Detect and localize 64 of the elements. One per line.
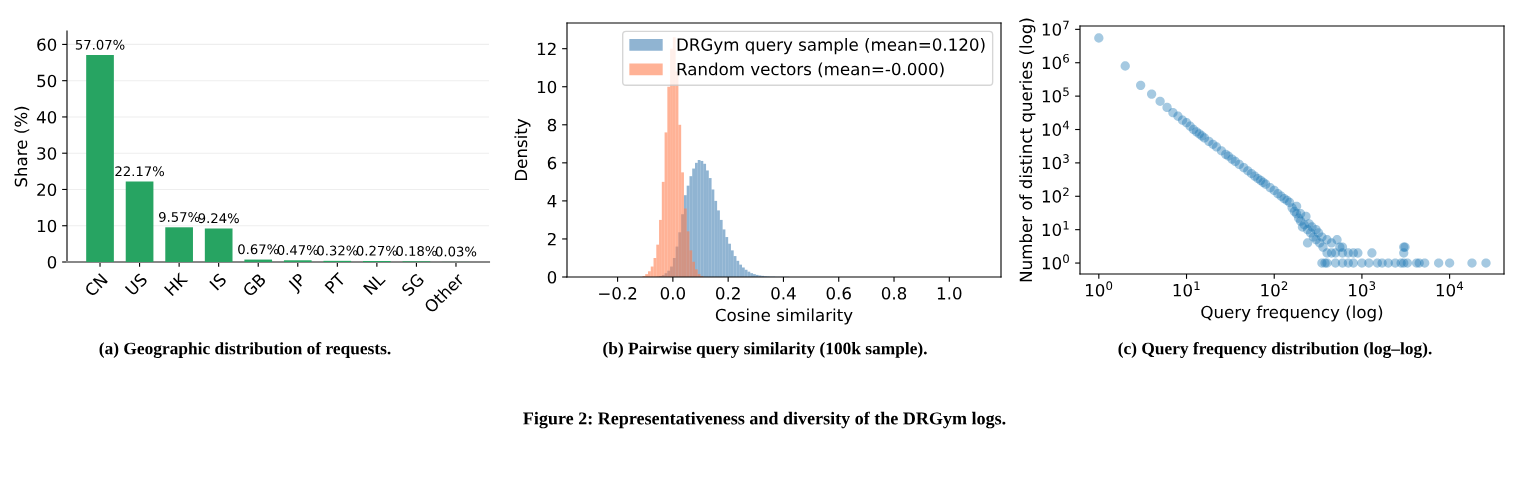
y-tick-label: 40	[36, 110, 57, 124]
y-tick-label: 10$^{1}$	[1042, 221, 1069, 237]
y-tick-label: 30	[37, 147, 57, 160]
caption: Figure 2: Representativeness and diversity of the DRGym logs.	[523, 411, 1006, 429]
y-tick-label: 0	[547, 270, 557, 284]
y-tick-label: 10	[37, 219, 57, 233]
data-label: 9.57%	[159, 211, 200, 222]
x-tick-label: −0.2	[599, 287, 637, 300]
text: (b) Pairwise query similarity (100k sample).	[603, 342, 927, 358]
y-tick-label: 10$^{4}$	[1042, 120, 1070, 136]
data-label: 0.27%	[356, 245, 398, 256]
y-tick-label: 10	[537, 80, 557, 94]
y-tick-label: 0	[47, 255, 57, 269]
y-tick-label: 10$^{0}$	[1042, 254, 1069, 270]
x-tick-label: IS	[209, 272, 228, 291]
data-label: 0.03%	[435, 246, 477, 257]
x-tick-label: NL	[363, 272, 386, 295]
x-tick-label: 10$^{1}$	[1173, 281, 1200, 297]
data-label: 0.32%	[317, 245, 358, 256]
y-tick-label: 10$^{2}$	[1042, 187, 1069, 203]
x-tick-label: 10$^{2}$	[1261, 281, 1288, 297]
y-axis-title: Share (%)	[14, 106, 30, 187]
x-tick-label: 10$^{3}$	[1349, 281, 1376, 297]
x-tick-label: US	[124, 272, 149, 296]
x-tick-label: HK	[164, 271, 189, 297]
y-tick-label: 10$^{3}$	[1042, 154, 1069, 170]
y-axis-title: Density	[514, 118, 531, 181]
y-tick-label: 4	[547, 195, 557, 208]
text: (c) Query frequency distribution (log–log).	[1118, 341, 1432, 359]
x-tick-label: PT	[324, 272, 347, 294]
y-tick-label: 60	[37, 38, 57, 51]
y-tick-label: 50	[37, 74, 57, 88]
y-tick-label: 10$^{5}$	[1042, 87, 1069, 103]
x-axis-title: Query frequency (log)	[1201, 305, 1383, 322]
y-axis-title: Number of distinct queries (log)	[1019, 18, 1036, 282]
x-axis-title: Cosine similarity	[715, 308, 853, 325]
x-tick-label: 1.0	[937, 287, 962, 300]
legend-label: DRGym query sample (mean=0.120)	[677, 38, 985, 55]
x-tick-label: JP	[286, 272, 309, 295]
x-tick-label: 0.0	[660, 287, 686, 300]
x-tick-label: 0.8	[881, 287, 907, 300]
data-label: 0.47%	[277, 244, 318, 255]
y-tick-label: 20	[37, 183, 57, 197]
y-tick-label: 10$^{6}$	[1042, 53, 1069, 70]
y-tick-label: 8	[547, 118, 557, 132]
data-label: 9.24%	[198, 213, 239, 224]
x-tick-label: CN	[83, 273, 108, 298]
data-label: 0.67%	[238, 244, 279, 255]
x-tick-label: SG	[400, 272, 425, 297]
y-tick-label: 6	[547, 156, 557, 170]
x-tick-label: 10$^{4}$	[1436, 281, 1464, 297]
text: (a) Geographic distribution of requests.	[99, 341, 391, 359]
data-label: 57.07%	[75, 39, 125, 50]
x-tick-label: GB	[241, 272, 267, 298]
y-tick-label: 12	[537, 42, 556, 56]
y-tick-label: 2	[547, 232, 556, 246]
y-tick-label: 10$^{7}$	[1042, 20, 1069, 36]
x-tick-label: 0.2	[716, 287, 740, 300]
data-label: 22.17%	[115, 166, 164, 177]
data-label: 0.18%	[396, 246, 437, 257]
x-tick-label: 10$^{0}$	[1085, 281, 1113, 297]
x-tick-label: 0.6	[826, 287, 851, 300]
legend-label: Random vectors (mean=-0.000)	[677, 62, 944, 78]
x-tick-label: 0.4	[771, 287, 796, 300]
